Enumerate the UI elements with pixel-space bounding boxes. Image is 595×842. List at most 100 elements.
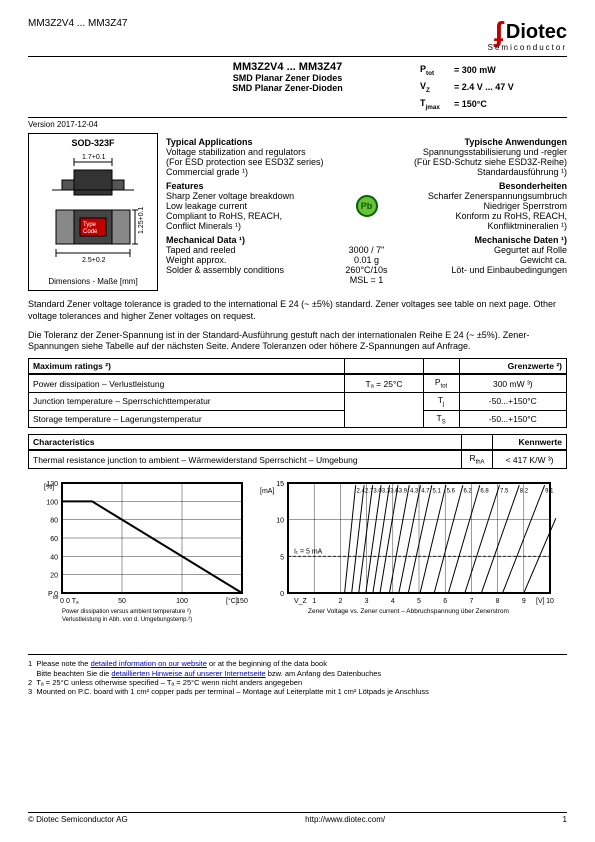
app-line: Spannungsstabilisierung und -regler (367, 147, 568, 157)
svg-text:Type: Type (83, 222, 97, 228)
svg-text:80: 80 (50, 518, 58, 525)
svg-text:7.5: 7.5 (500, 488, 509, 494)
app-line: Voltage stabilization and regulators (166, 147, 367, 157)
svg-text:3.9: 3.9 (399, 488, 408, 494)
applications-head-de: Typische Anwendungen (367, 137, 568, 147)
rating-sym: Ptot (423, 374, 459, 392)
rating-cond: Tₐ = 25°C (345, 374, 423, 392)
svg-text:1: 1 (312, 598, 316, 605)
feature-line: Sharp Zener voltage breakdown (166, 191, 332, 201)
svg-text:0: 0 (280, 591, 284, 598)
rating-name: Power dissipation – Verlustleistung (29, 374, 345, 392)
svg-text:4: 4 (391, 598, 395, 605)
package-drawing-icon: 1.7+0.1 Type Code 1.25+0.1 (34, 150, 152, 275)
svg-text:5.1: 5.1 (433, 488, 442, 494)
svg-text:tot: tot (53, 595, 59, 601)
product-title: MM3Z2V4 ... MM3Z47 (158, 61, 417, 73)
mech-row: Gegurtet auf Rolle (402, 245, 568, 255)
logo-subtitle: Semiconductor (488, 44, 567, 52)
svg-text:60: 60 (50, 536, 58, 543)
mech-head-en: Mechanical Data ¹) (166, 235, 367, 245)
title-bar: MM3Z2V4 ... MM3Z47 SMD Planar Zener Diod… (28, 56, 567, 118)
svg-text:V_Z: V_Z (294, 598, 308, 605)
features-head-de: Besonderheiten (402, 181, 568, 191)
footnote-3: 3 Mounted on P.C. board with 1 cm² coppe… (28, 687, 567, 696)
svg-text:0 Tₐ: 0 Tₐ (66, 598, 79, 605)
svg-text:0: 0 (60, 598, 64, 605)
svg-text:150: 150 (236, 598, 248, 605)
table-row: Junction temperature – Sperrschichttempe… (29, 393, 567, 411)
footnotes: 1 Please note the detailed information o… (28, 654, 567, 697)
svg-text:3: 3 (365, 598, 369, 605)
feature-line: Niedriger Sperrstrom (402, 201, 568, 211)
package-name: SOD-323F (33, 138, 153, 148)
svg-text:Verlustleistung in Abh. von d.: Verlustleistung in Abh. von d. Umgebungs… (62, 617, 192, 623)
svg-text:[°C]: [°C] (226, 597, 238, 605)
feature-line: Konform zu RoHS, REACH, (402, 211, 568, 221)
logo-mark-icon: ʄ (494, 18, 501, 46)
svg-text:Power dissipation versus ambie: Power dissipation versus ambient tempera… (62, 609, 191, 615)
pb-free-icon: Pb (356, 195, 378, 217)
applications-head-en: Typical Applications (166, 137, 367, 147)
app-line: Standardausführung ¹) (367, 167, 568, 177)
body-paragraph-en: Standard Zener voltage tolerance is grad… (28, 299, 567, 322)
mech-row: Solder & assembly conditions (166, 265, 332, 275)
rating-sym: TS (423, 410, 459, 428)
rating-sym: Ptot (419, 63, 451, 78)
package-outline-box: SOD-323F 1.7+0.1 Type Code (28, 133, 158, 291)
feature-line: Compliant to RoHS, REACH, (166, 211, 332, 221)
svg-text:100: 100 (176, 598, 188, 605)
footer-copyright: © Diotec Semiconductor AG (28, 815, 128, 824)
rating-val: -50...+150°C (459, 410, 566, 428)
svg-text:1.7+0.1: 1.7+0.1 (82, 154, 106, 161)
rating-name: Junction temperature – Sperrschichttempe… (29, 393, 345, 411)
product-subtitle-de: SMD Planar Zener-Dioden (158, 83, 417, 93)
mech-row: Weight approx. (166, 255, 332, 265)
rating-val: = 300 mW (453, 63, 515, 78)
rating-val: = 2.4 V ... 47 V (453, 80, 515, 95)
svg-text:5.6: 5.6 (447, 488, 456, 494)
char-head-de: Kennwerte (493, 435, 567, 451)
feature-line: Scharfer Zenerspannungsumbruch (402, 191, 568, 201)
char-sym: RthA (461, 450, 492, 468)
table-row: Storage temperature – Lagerungstemperatu… (29, 410, 567, 428)
char-val: < 417 K/W ³) (493, 450, 567, 468)
company-logo: ʄ Diotec Semiconductor (488, 18, 567, 52)
svg-text:20: 20 (50, 573, 58, 580)
mech-val: 0.01 g (332, 255, 402, 265)
svg-text:1.25+0.1: 1.25+0.1 (138, 207, 145, 235)
mech-val: MSL = 1 (332, 275, 402, 285)
ratings-head-de: Grenzwerte ²) (459, 359, 566, 375)
svg-text:Zener Voltage vs. Zener curren: Zener Voltage vs. Zener current – Abbruc… (308, 608, 509, 615)
rating-name: Storage temperature – Lagerungstemperatu… (29, 410, 345, 428)
svg-text:6: 6 (443, 598, 447, 605)
mech-row: Löt- und Einbaubedingungen (402, 265, 568, 275)
svg-text:100: 100 (46, 499, 58, 506)
footnote-link[interactable]: detaillierten Hinweise auf unserer Inter… (111, 669, 265, 678)
table-row: Thermal resistance junction to ambient –… (29, 450, 567, 468)
feature-line: Konfliktmineralien ¹) (402, 221, 568, 231)
part-range-header: MM3Z2V4 ... MM3Z47 (28, 18, 127, 29)
svg-text:[mA]: [mA] (260, 488, 274, 495)
svg-text:6.2: 6.2 (463, 488, 472, 494)
mech-head-de: Mechanische Daten ¹) (367, 235, 568, 245)
rating-sym: Tjmax (419, 97, 451, 112)
features-head-en: Features (166, 181, 332, 191)
char-name: Thermal resistance junction to ambient –… (29, 450, 462, 468)
svg-text:40: 40 (50, 554, 58, 561)
feature-line: Conflict Minerals ¹) (166, 221, 332, 231)
dimensions-label: Dimensions - Maße [mm] (33, 277, 153, 286)
footnote-link[interactable]: detailed information on our website (91, 659, 207, 668)
power-derating-chart: 020406080100120050100150[%][°C]Ptot0 TₐP… (28, 477, 248, 644)
rating-val: 300 mW ³) (459, 374, 566, 392)
app-line: (Für ESD-Schutz siehe ESD3Z-Reihe) (367, 157, 568, 167)
svg-text:9: 9 (522, 598, 526, 605)
body-paragraph-de: Die Toleranz der Zener-Spannung ist in d… (28, 330, 567, 353)
svg-text:8.2: 8.2 (520, 488, 529, 494)
mech-row: Gewicht ca. (402, 255, 568, 265)
rating-val: = 150°C (453, 97, 515, 112)
svg-text:10: 10 (546, 598, 554, 605)
svg-text:4.3: 4.3 (410, 488, 419, 494)
svg-text:5: 5 (280, 554, 284, 561)
mech-row: Taped and reeled (166, 245, 332, 255)
